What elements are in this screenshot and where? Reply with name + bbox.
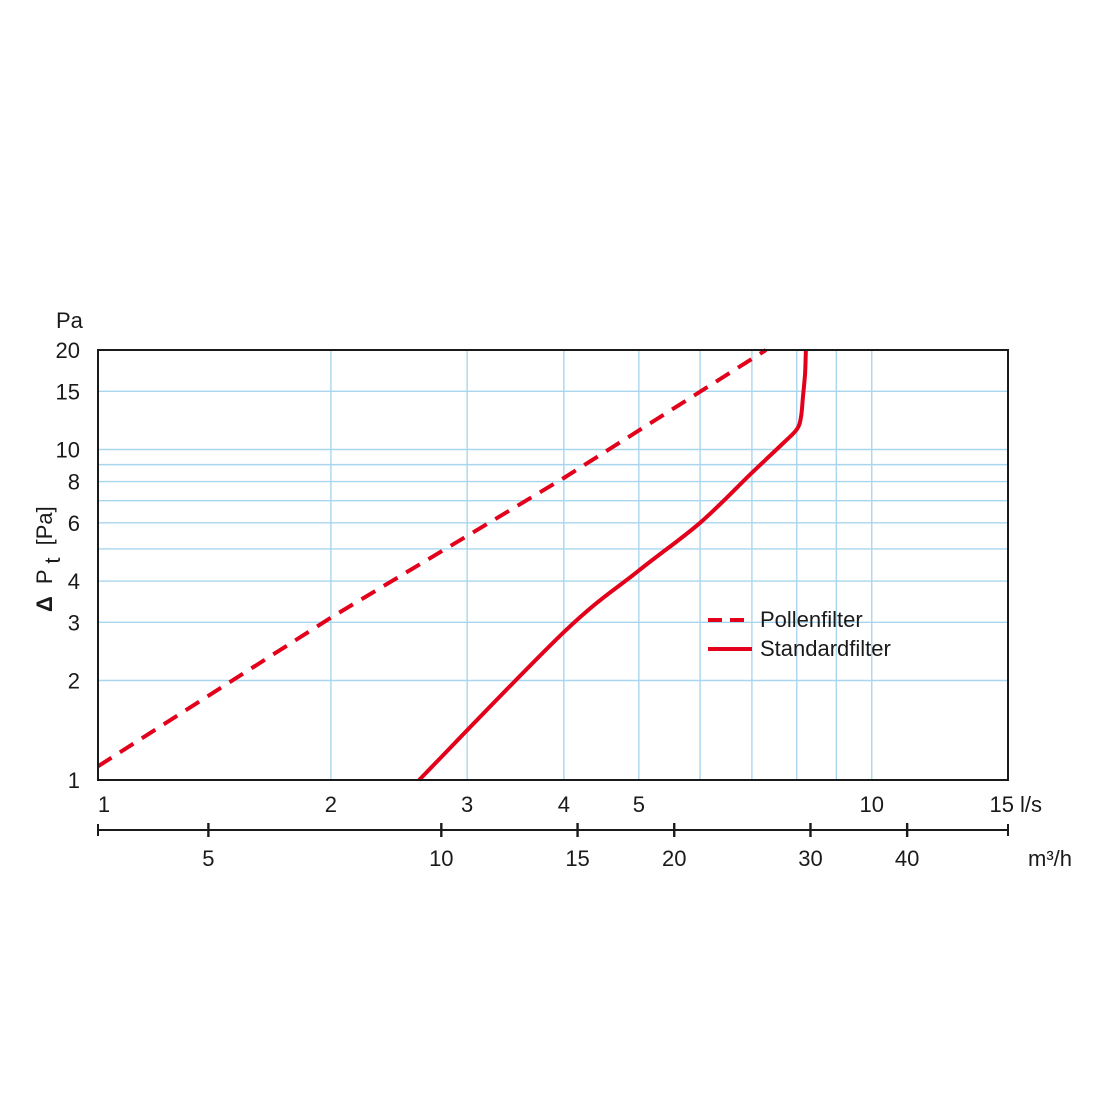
x-unit-label: l/s	[1020, 792, 1042, 817]
y-tick-label: 10	[56, 437, 80, 462]
grid	[98, 350, 1008, 780]
y-tick-label: 15	[56, 379, 80, 404]
x-tick-label: 3	[461, 792, 473, 817]
x-tick-label: 4	[558, 792, 570, 817]
x-tick-label: 5	[633, 792, 645, 817]
x2-tick-label: 15	[565, 846, 589, 871]
x2-tick-label: 5	[202, 846, 214, 871]
y-unit-label: Pa	[56, 308, 84, 333]
y-axis-label: Δ P t [Pa]	[32, 506, 65, 612]
y-tick-label: 3	[68, 610, 80, 635]
legend-label-pollenfilter: Pollenfilter	[760, 607, 863, 632]
plot-frame	[97, 349, 1009, 781]
y-axis-label-unit: [Pa]	[32, 506, 57, 545]
x-tick-label: 15	[990, 792, 1014, 817]
y-tick-label: 2	[68, 669, 80, 694]
y-axis-label-main: P	[32, 570, 57, 584]
legend-label-standardfilter: Standardfilter	[760, 636, 891, 661]
legend: Pollenfilter Standardfilter	[708, 607, 891, 661]
x2-tick-label: 20	[662, 846, 686, 871]
x2-tick-label: 30	[798, 846, 822, 871]
x-tick-label: 10	[860, 792, 884, 817]
y-tick-label: 8	[68, 470, 80, 495]
series-line-pollenfilter	[96, 348, 768, 768]
x-tick-label: 2	[325, 792, 337, 817]
y-axis-label-sub: t	[40, 558, 65, 564]
y-tick-label: 4	[68, 569, 80, 594]
x2-tick-label: 40	[895, 846, 919, 871]
y-axis-label-delta: Δ	[32, 596, 57, 612]
x-tick-label: 1	[98, 792, 110, 817]
series-line-standardfilter	[417, 349, 808, 782]
y-tick-label: 1	[68, 768, 80, 793]
series-layer	[96, 348, 808, 782]
x2-unit-label: m³/h	[1028, 846, 1072, 871]
x-axis-ticks: 1 2 3 4 5 10 15	[98, 792, 1014, 817]
secondary-x-axis: 5 10 15 20 30 40	[97, 823, 1009, 871]
y-tick-label: 20	[56, 338, 80, 363]
y-tick-label: 6	[68, 511, 80, 536]
y-axis-ticks: 1 2 3 4 6 8 10 15 20	[56, 338, 80, 793]
x2-tick-label: 10	[429, 846, 453, 871]
